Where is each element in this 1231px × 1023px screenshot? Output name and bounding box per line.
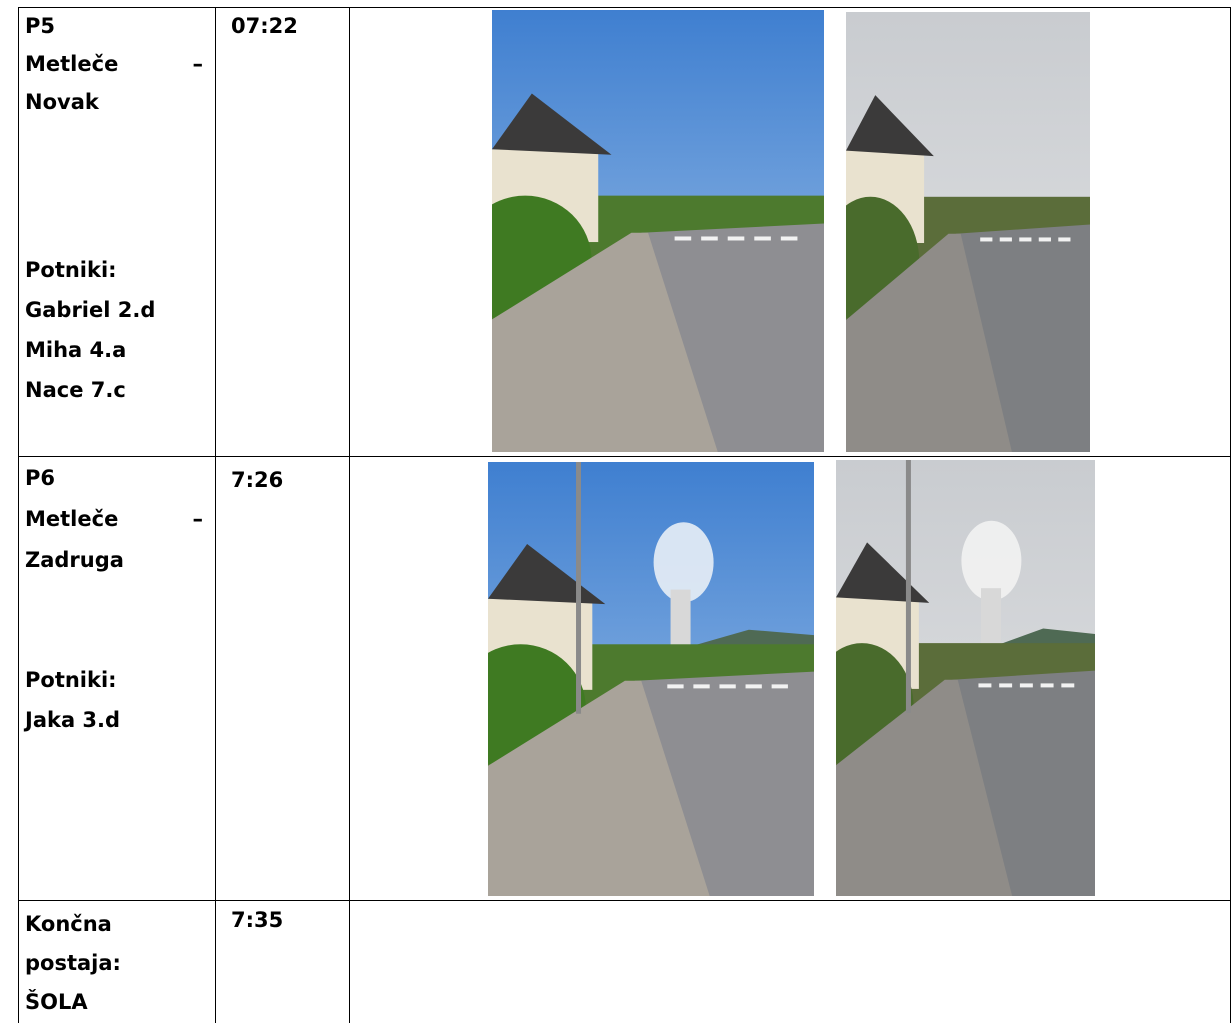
photo-shape: [781, 236, 798, 240]
stop-cell: P5 Metleče – Novak: [25, 7, 203, 121]
stop-line: Metleče –: [25, 45, 203, 83]
border: [18, 7, 19, 1023]
photo-shape: [1041, 683, 1054, 687]
photo-shape: [978, 683, 991, 687]
stop-line: Metleče –: [25, 499, 203, 540]
photo-shape: [746, 684, 762, 688]
photo-shape: [980, 237, 992, 241]
photo-shape: [1039, 237, 1051, 241]
stop-line: Končna: [25, 905, 121, 944]
photo: [492, 10, 824, 452]
stop-line: ŠOLA: [25, 983, 121, 1022]
photo-shape: [1020, 683, 1033, 687]
photo-shape: [667, 684, 683, 688]
photo: [836, 460, 1095, 896]
stop-line: P5: [25, 7, 203, 45]
photo-shape: [701, 236, 718, 240]
border: [18, 456, 1231, 457]
photo-shape: [906, 460, 911, 713]
passenger: Jaka 3.d: [25, 700, 120, 740]
time: 07:22: [231, 7, 298, 45]
border: [18, 900, 1231, 901]
passenger: Nace 7.c: [25, 370, 155, 410]
photo-shape: [1019, 237, 1031, 241]
passengers: Potniki: Jaka 3.d: [25, 660, 120, 740]
photo-shape: [1058, 237, 1070, 241]
stop-line: P6: [25, 458, 203, 499]
stop-cell: P6 Metleče – Zadruga: [25, 458, 203, 581]
passenger: Miha 4.a: [25, 330, 155, 370]
stop-cell: Končna postaja: ŠOLA: [25, 905, 121, 1022]
photo-shape: [1000, 237, 1012, 241]
photo-shape: [772, 684, 788, 688]
photo-shape: [728, 236, 745, 240]
stop-line: Novak: [25, 83, 203, 121]
stop-line: postaja:: [25, 944, 121, 983]
time: 7:35: [231, 900, 283, 940]
passengers: Potniki: Gabriel 2.d Miha 4.a Nace 7.c: [25, 250, 155, 410]
photo-shape: [999, 683, 1012, 687]
border: [215, 7, 216, 1023]
photo-shape: [693, 684, 709, 688]
photo: [846, 12, 1090, 452]
stop-line: Zadruga: [25, 540, 203, 581]
passenger: Gabriel 2.d: [25, 290, 155, 330]
photo-shape: [576, 462, 581, 714]
page: {"table": {"rows": [ {"stop": ["P5", "Me…: [0, 0, 1231, 1023]
photo: [488, 462, 814, 896]
photo-shape: [754, 236, 771, 240]
passengers-label: Potniki:: [25, 660, 120, 700]
border: [349, 7, 350, 1023]
passengers-label: Potniki:: [25, 250, 155, 290]
photo-shape: [719, 684, 735, 688]
photo-shape: [1061, 683, 1074, 687]
photo-shape: [675, 236, 692, 240]
time: 7:26: [231, 460, 283, 500]
